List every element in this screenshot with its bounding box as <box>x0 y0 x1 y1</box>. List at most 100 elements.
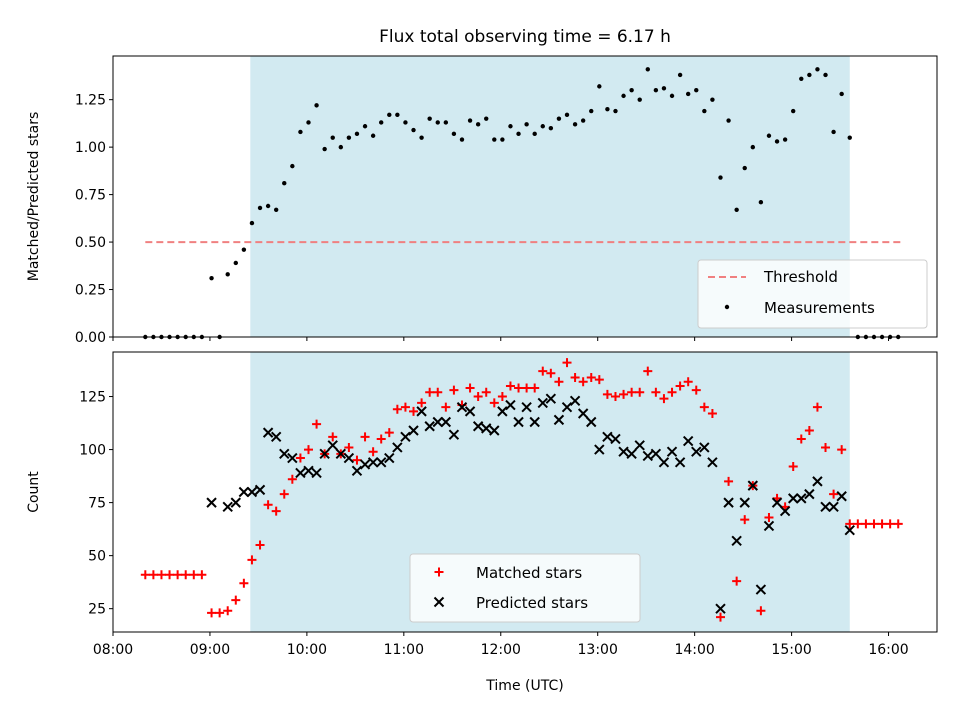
data-point <box>516 131 521 137</box>
data-point <box>589 108 594 114</box>
data-point <box>804 425 814 435</box>
data-point <box>674 457 686 468</box>
data-point <box>465 383 475 393</box>
data-point <box>140 570 150 580</box>
data-point <box>580 118 586 123</box>
data-point <box>532 131 537 137</box>
data-point <box>231 595 241 605</box>
data-point <box>669 93 675 99</box>
data-point <box>634 440 645 451</box>
data-point <box>225 272 230 277</box>
data-point <box>556 116 562 121</box>
data-point <box>319 448 330 460</box>
data-point <box>311 467 322 479</box>
data-point <box>376 434 386 444</box>
data-point <box>419 135 424 140</box>
data-point <box>893 519 903 529</box>
data-point <box>322 146 327 152</box>
data-point <box>831 129 836 135</box>
data-point <box>529 416 540 428</box>
data-point <box>279 448 290 460</box>
data-point <box>820 501 831 513</box>
data-point <box>837 445 847 455</box>
axes-frame <box>112 351 938 633</box>
x-tick-label: 15:00 <box>771 642 811 658</box>
data-point <box>257 205 263 211</box>
data-point <box>273 207 279 212</box>
data-point <box>282 181 287 186</box>
data-point <box>287 452 298 464</box>
data-point <box>707 409 717 419</box>
y-tick-label: 75 <box>88 496 106 512</box>
data-point <box>427 116 432 121</box>
data-point <box>387 112 392 118</box>
data-point <box>408 425 419 436</box>
data-point <box>610 433 621 445</box>
data-point <box>788 462 798 472</box>
data-point <box>384 428 394 438</box>
data-point <box>685 91 691 97</box>
chart-title: Flux total observing time = 6.17 h <box>379 27 671 47</box>
data-point <box>522 383 532 393</box>
data-point <box>839 91 844 97</box>
data-point <box>750 144 756 150</box>
data-point <box>392 404 402 414</box>
data-point <box>613 108 618 114</box>
data-point <box>836 491 847 502</box>
data-point <box>370 133 376 138</box>
data-point <box>181 570 191 580</box>
data-point <box>869 519 879 529</box>
legend-frame <box>409 553 641 623</box>
data-point <box>352 455 362 465</box>
legend-measurements-swatch <box>724 304 730 310</box>
data-point <box>699 402 709 412</box>
data-point <box>481 423 492 434</box>
data-point <box>295 467 306 479</box>
data-point <box>885 519 895 529</box>
data-point <box>554 377 564 387</box>
data-point <box>597 84 602 89</box>
data-point <box>400 402 410 412</box>
data-point <box>467 118 473 123</box>
data-point <box>416 406 427 417</box>
legend-matched-label: Matched stars <box>476 564 582 582</box>
data-point <box>796 493 807 504</box>
data-point <box>715 603 726 614</box>
data-point <box>432 416 443 428</box>
data-point <box>524 122 529 127</box>
data-point <box>829 489 839 499</box>
data-point <box>861 519 871 529</box>
data-point <box>540 124 545 129</box>
data-point <box>538 366 548 376</box>
data-point <box>306 120 311 125</box>
data-point <box>718 175 723 180</box>
data-point <box>755 584 767 595</box>
data-point <box>241 247 247 252</box>
data-point <box>758 199 764 205</box>
legend-threshold-label: Threshold <box>763 268 838 286</box>
data-point <box>569 395 581 406</box>
data-point <box>400 431 411 443</box>
legend-matched-swatch <box>434 567 444 577</box>
data-point <box>821 442 831 452</box>
y-axis-label: Matched/Predicted stars <box>26 112 42 282</box>
data-point <box>335 448 347 460</box>
data-point <box>508 124 513 129</box>
legend-measurements-label: Measurements <box>764 299 875 317</box>
data-point <box>812 402 822 412</box>
data-point <box>799 76 804 81</box>
data-point <box>360 432 370 442</box>
data-point <box>344 442 354 452</box>
x-axis-label: Time (UTC) <box>485 678 563 694</box>
data-point <box>815 67 820 72</box>
series-plus <box>140 358 903 622</box>
data-point <box>417 398 427 408</box>
data-point <box>448 429 460 440</box>
data-point <box>853 519 863 529</box>
data-point <box>207 608 217 618</box>
data-point <box>514 383 524 393</box>
data-point <box>658 457 670 468</box>
data-point <box>464 406 476 417</box>
data-point <box>459 137 465 142</box>
data-point <box>610 392 620 402</box>
